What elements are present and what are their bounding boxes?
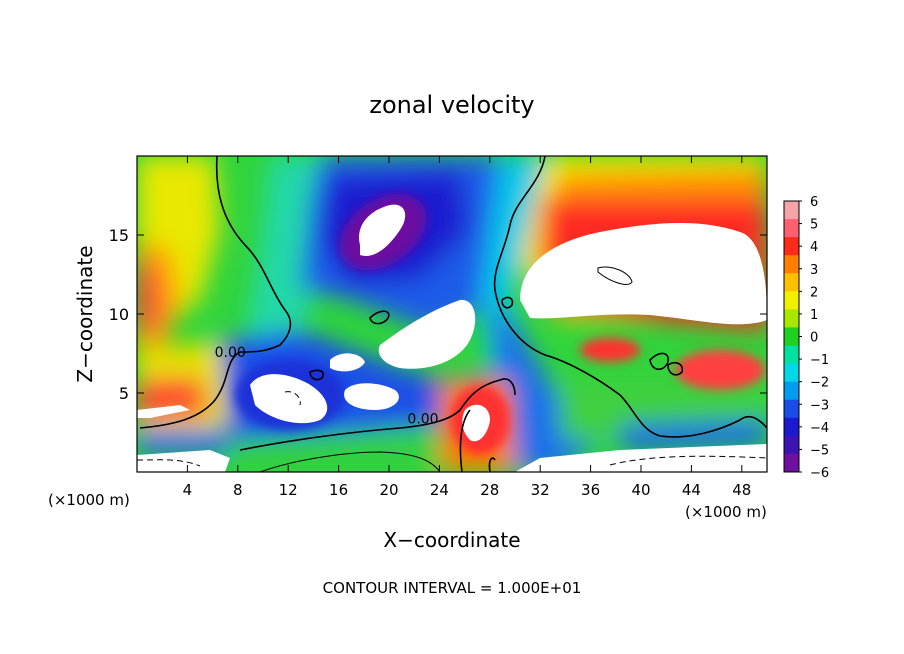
x-tick-label: 36 [581, 481, 600, 499]
contour-label: 0.00 [407, 411, 438, 427]
region-bottom-blue-strip [137, 430, 230, 455]
contour-central-zero [493, 156, 767, 438]
colorbar-tick-label: 5 [810, 218, 818, 233]
colorbar-swatch [784, 219, 799, 238]
colorbar-swatch [784, 273, 799, 292]
x-tick-label: 16 [329, 481, 348, 499]
negative-contours [137, 391, 767, 467]
x-unit-label-left: (×1000 m) [48, 491, 130, 509]
white-upper-right [520, 222, 767, 325]
lower-right-red [675, 350, 765, 390]
colorbar-tick-label: 1 [810, 308, 818, 323]
zero-contours [139, 156, 767, 472]
x-tick-label: 28 [480, 481, 499, 499]
mid-red-spot [580, 338, 640, 362]
colorbar-swatch [784, 201, 799, 220]
colorbar-swatch [784, 453, 799, 473]
white-mid-oval [344, 383, 399, 410]
y-axis-label: Z−coordinate [73, 245, 97, 382]
colorbar-tick-label: 0 [810, 331, 818, 346]
colorbar-swatch [784, 345, 799, 365]
colorbar-tick-label: 2 [810, 285, 818, 300]
contour-labels: 0.00 0.00 [215, 345, 439, 427]
contour-dashed-right [609, 455, 767, 466]
x-tick-label: 24 [430, 481, 449, 499]
x-tick-label: 48 [732, 481, 751, 499]
saturated-white-regions [137, 204, 767, 472]
white-left-oval [250, 374, 328, 424]
colorbar-tick-label: −1 [810, 353, 829, 368]
colorbar-tick-label: −2 [810, 376, 829, 391]
x-tick-label: 20 [379, 481, 398, 499]
colorbar-swatch [784, 255, 799, 274]
x-tick-label: 8 [233, 481, 243, 499]
y-tick-label: 5 [119, 384, 129, 403]
contour-small-loop-3 [501, 296, 514, 309]
colorbar-tick-label: −5 [810, 443, 829, 458]
colorbar-swatch [784, 309, 799, 328]
contour-lower-zero [239, 378, 516, 451]
y-tick-label: 15 [109, 226, 129, 245]
contour-small-loop-1 [369, 310, 390, 325]
chart-title: zonal velocity [369, 91, 534, 119]
white-bottom-band [137, 450, 230, 472]
white-small-upper [330, 353, 365, 372]
colorbar-swatch [784, 381, 799, 401]
contour-left-zero [139, 156, 292, 429]
contour-small-loop-2 [649, 352, 670, 371]
white-left-strip [137, 405, 190, 418]
contour-interval-text: CONTOUR INTERVAL = 1.000E+01 [323, 579, 582, 597]
x-unit-label-right: (×1000 m) [685, 503, 767, 521]
colorbar-swatch [784, 399, 799, 419]
colorbar-swatch [784, 327, 799, 347]
y-tick-label: 10 [109, 305, 129, 324]
x-axis-label: X−coordinate [383, 528, 520, 552]
contour-small-loop-4 [309, 369, 325, 381]
contour-dashed-left [137, 459, 201, 467]
colorbar-tick-label: 4 [810, 240, 818, 255]
x-tick-label: 40 [631, 481, 650, 499]
colorbar: 6 5 4 3 2 1 0 −1 −2 −3 −4 −5 −6 [783, 195, 829, 481]
colorbar-tick-label: 3 [810, 263, 818, 278]
x-axis: 4 8 12 16 20 24 28 32 36 40 44 48 [183, 156, 751, 499]
region-mid-green-band [220, 425, 440, 472]
contour-dashed-loop [284, 391, 301, 406]
colorbar-tick-label: 6 [810, 195, 818, 210]
colorbar-tick-label: −4 [810, 421, 829, 436]
white-central [378, 299, 476, 369]
thin-contours [259, 451, 441, 472]
x-tick-label: 32 [531, 481, 550, 499]
colorbar-tick-label: −6 [810, 466, 829, 481]
contour-plume-outline [459, 409, 471, 472]
colorbar-swatch [784, 237, 799, 256]
white-plume-core [462, 404, 490, 442]
white-top-core [359, 204, 406, 256]
contour-thin-bottom [259, 451, 441, 472]
colorbar-swatch [784, 291, 799, 310]
colorbar-swatch [784, 435, 799, 455]
x-tick-label: 44 [682, 481, 701, 499]
region-left-red [137, 260, 160, 335]
colorbar-swatch [784, 417, 799, 437]
contour-right-loop [597, 266, 633, 285]
y-axis: 5 10 15 [109, 226, 767, 403]
contour-small-loop-5 [667, 362, 684, 376]
white-bottom-right-band [515, 444, 767, 472]
colorbar-tick-label: −3 [810, 398, 829, 413]
colorbar-swatch [784, 363, 799, 383]
contour-label: 0.00 [215, 345, 246, 361]
x-tick-label: 4 [183, 481, 193, 499]
velocity-field: 0.00 0.00 [137, 156, 767, 472]
x-tick-label: 12 [279, 481, 298, 499]
